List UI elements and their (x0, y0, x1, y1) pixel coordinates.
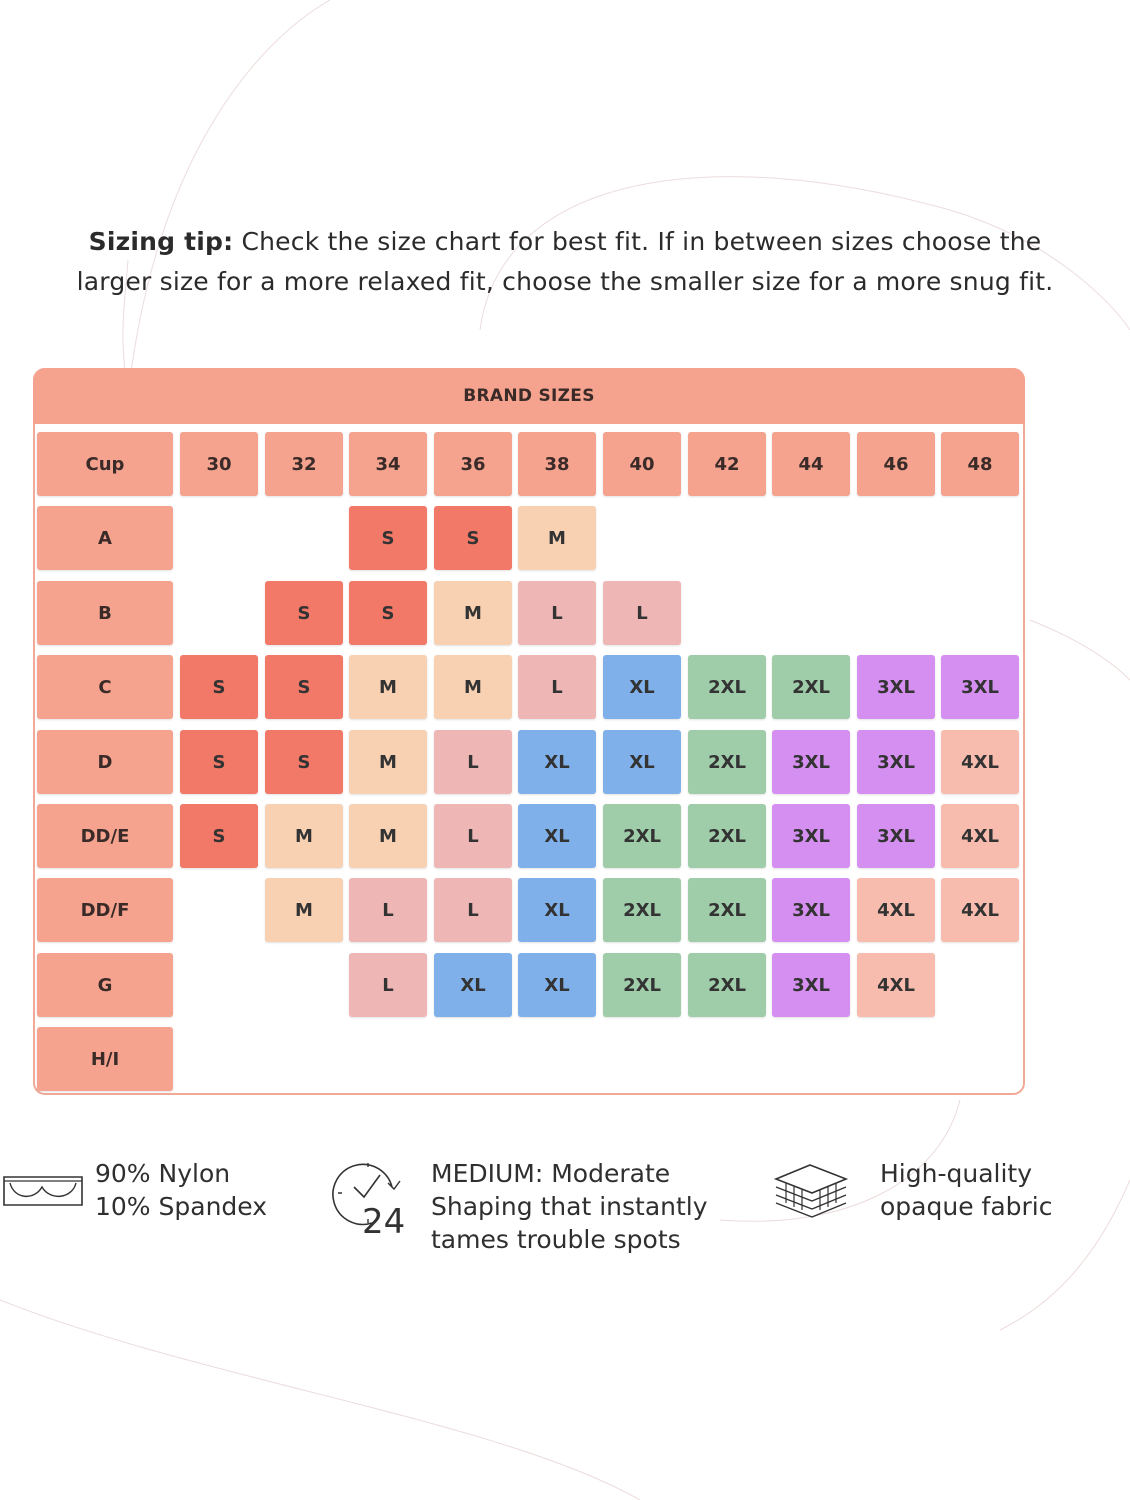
size-cell: S (180, 730, 258, 794)
feature-fabric-line1: High-quality (880, 1159, 1033, 1188)
size-cell: 4XL (941, 804, 1019, 868)
size-cell: 3XL (772, 878, 850, 942)
cup-header-cell: Cup (37, 432, 173, 496)
size-cell: M (349, 655, 427, 719)
size-cell: 3XL (857, 655, 935, 719)
sizing-tip-line1: Sizing tip: Check the size chart for bes… (0, 222, 1130, 262)
size-cell: M (434, 581, 512, 645)
size-cell: L (603, 581, 681, 645)
cup-label-cell: DD/E (37, 804, 173, 868)
size-cell: XL (518, 953, 596, 1017)
cup-label-cell: C (37, 655, 173, 719)
band-size-header: 44 (772, 432, 850, 496)
size-cell: XL (603, 655, 681, 719)
size-cell: 3XL (857, 730, 935, 794)
size-cell: M (349, 804, 427, 868)
sizing-tip-label: Sizing tip: (88, 227, 234, 256)
size-cell: 2XL (688, 655, 766, 719)
size-cell: 3XL (772, 953, 850, 1017)
feature-shaping-line2: Shaping that instantly (431, 1192, 708, 1221)
size-cell: L (434, 804, 512, 868)
size-cell: S (265, 730, 343, 794)
band-size-header: 40 (603, 432, 681, 496)
size-cell: M (265, 878, 343, 942)
size-cell: L (349, 878, 427, 942)
size-cell: XL (434, 953, 512, 1017)
cup-label-cell: D (37, 730, 173, 794)
size-cell: XL (518, 878, 596, 942)
size-cell: 4XL (857, 878, 935, 942)
band-size-header: 36 (434, 432, 512, 496)
size-cell: 3XL (941, 655, 1019, 719)
band-size-header: 30 (180, 432, 258, 496)
feature-material: 90% Nylon 10% Spandex (95, 1157, 267, 1223)
size-cell: 2XL (688, 953, 766, 1017)
bra-icon (3, 1176, 83, 1206)
size-cell: L (518, 581, 596, 645)
size-cell: M (265, 804, 343, 868)
band-size-header: 46 (857, 432, 935, 496)
cup-label-cell: DD/F (37, 878, 173, 942)
cup-label-cell: B (37, 581, 173, 645)
feature-shaping-line3: tames trouble spots (431, 1225, 681, 1254)
size-cell: M (434, 655, 512, 719)
size-cell: XL (518, 730, 596, 794)
size-cell: S (265, 655, 343, 719)
size-cell: 3XL (857, 804, 935, 868)
clock-24-icon: 24 (332, 1163, 405, 1237)
size-cell: S (349, 581, 427, 645)
size-cell: 2XL (688, 878, 766, 942)
feature-shaping-line1: MEDIUM: Moderate (431, 1159, 671, 1188)
size-chart-title: BRAND SIZES (33, 368, 1025, 424)
band-size-header: 48 (941, 432, 1019, 496)
sizing-tip-text1: Check the size chart for best fit. If in… (241, 227, 1042, 256)
size-cell: 3XL (772, 804, 850, 868)
feature-shaping: MEDIUM: Moderate Shaping that instantly … (431, 1157, 708, 1256)
feature-material-line1: 90% Nylon (95, 1159, 231, 1188)
size-cell: L (518, 655, 596, 719)
size-cell: S (265, 581, 343, 645)
feature-fabric: High-quality opaque fabric (880, 1157, 1053, 1223)
size-cell: XL (603, 730, 681, 794)
size-cell: 2XL (772, 655, 850, 719)
size-cell: 2XL (603, 953, 681, 1017)
band-size-header: 34 (349, 432, 427, 496)
svg-text:24: 24 (362, 1202, 405, 1237)
sizing-tip-line2: larger size for a more relaxed fit, choo… (76, 267, 1054, 296)
size-cell: 4XL (857, 953, 935, 1017)
size-cell: L (349, 953, 427, 1017)
size-cell: L (434, 878, 512, 942)
size-cell: S (180, 804, 258, 868)
sizing-tip: Sizing tip: Check the size chart for bes… (0, 222, 1130, 302)
size-cell: M (349, 730, 427, 794)
size-cell: 2XL (688, 730, 766, 794)
size-cell: S (180, 655, 258, 719)
size-cell: 2XL (603, 878, 681, 942)
size-cell: 2XL (603, 804, 681, 868)
size-cell: 4XL (941, 730, 1019, 794)
band-size-header: 42 (688, 432, 766, 496)
band-size-header: 38 (518, 432, 596, 496)
fabric-layers-icon (773, 1164, 849, 1218)
size-cell: 4XL (941, 878, 1019, 942)
feature-material-line2: 10% Spandex (95, 1192, 268, 1221)
size-cell: L (434, 730, 512, 794)
size-cell: 2XL (688, 804, 766, 868)
band-size-header: 32 (265, 432, 343, 496)
cup-label-cell: H/I (37, 1027, 173, 1091)
feature-strip: 90% Nylon 10% Spandex 24 MEDIUM: Moderat… (0, 1155, 1130, 1265)
cup-label-cell: G (37, 953, 173, 1017)
size-cell: M (518, 506, 596, 570)
size-cell: S (349, 506, 427, 570)
size-cell: XL (518, 804, 596, 868)
cup-label-cell: A (37, 506, 173, 570)
size-cell: S (434, 506, 512, 570)
size-cell: 3XL (772, 730, 850, 794)
feature-fabric-line2: opaque fabric (880, 1192, 1053, 1221)
